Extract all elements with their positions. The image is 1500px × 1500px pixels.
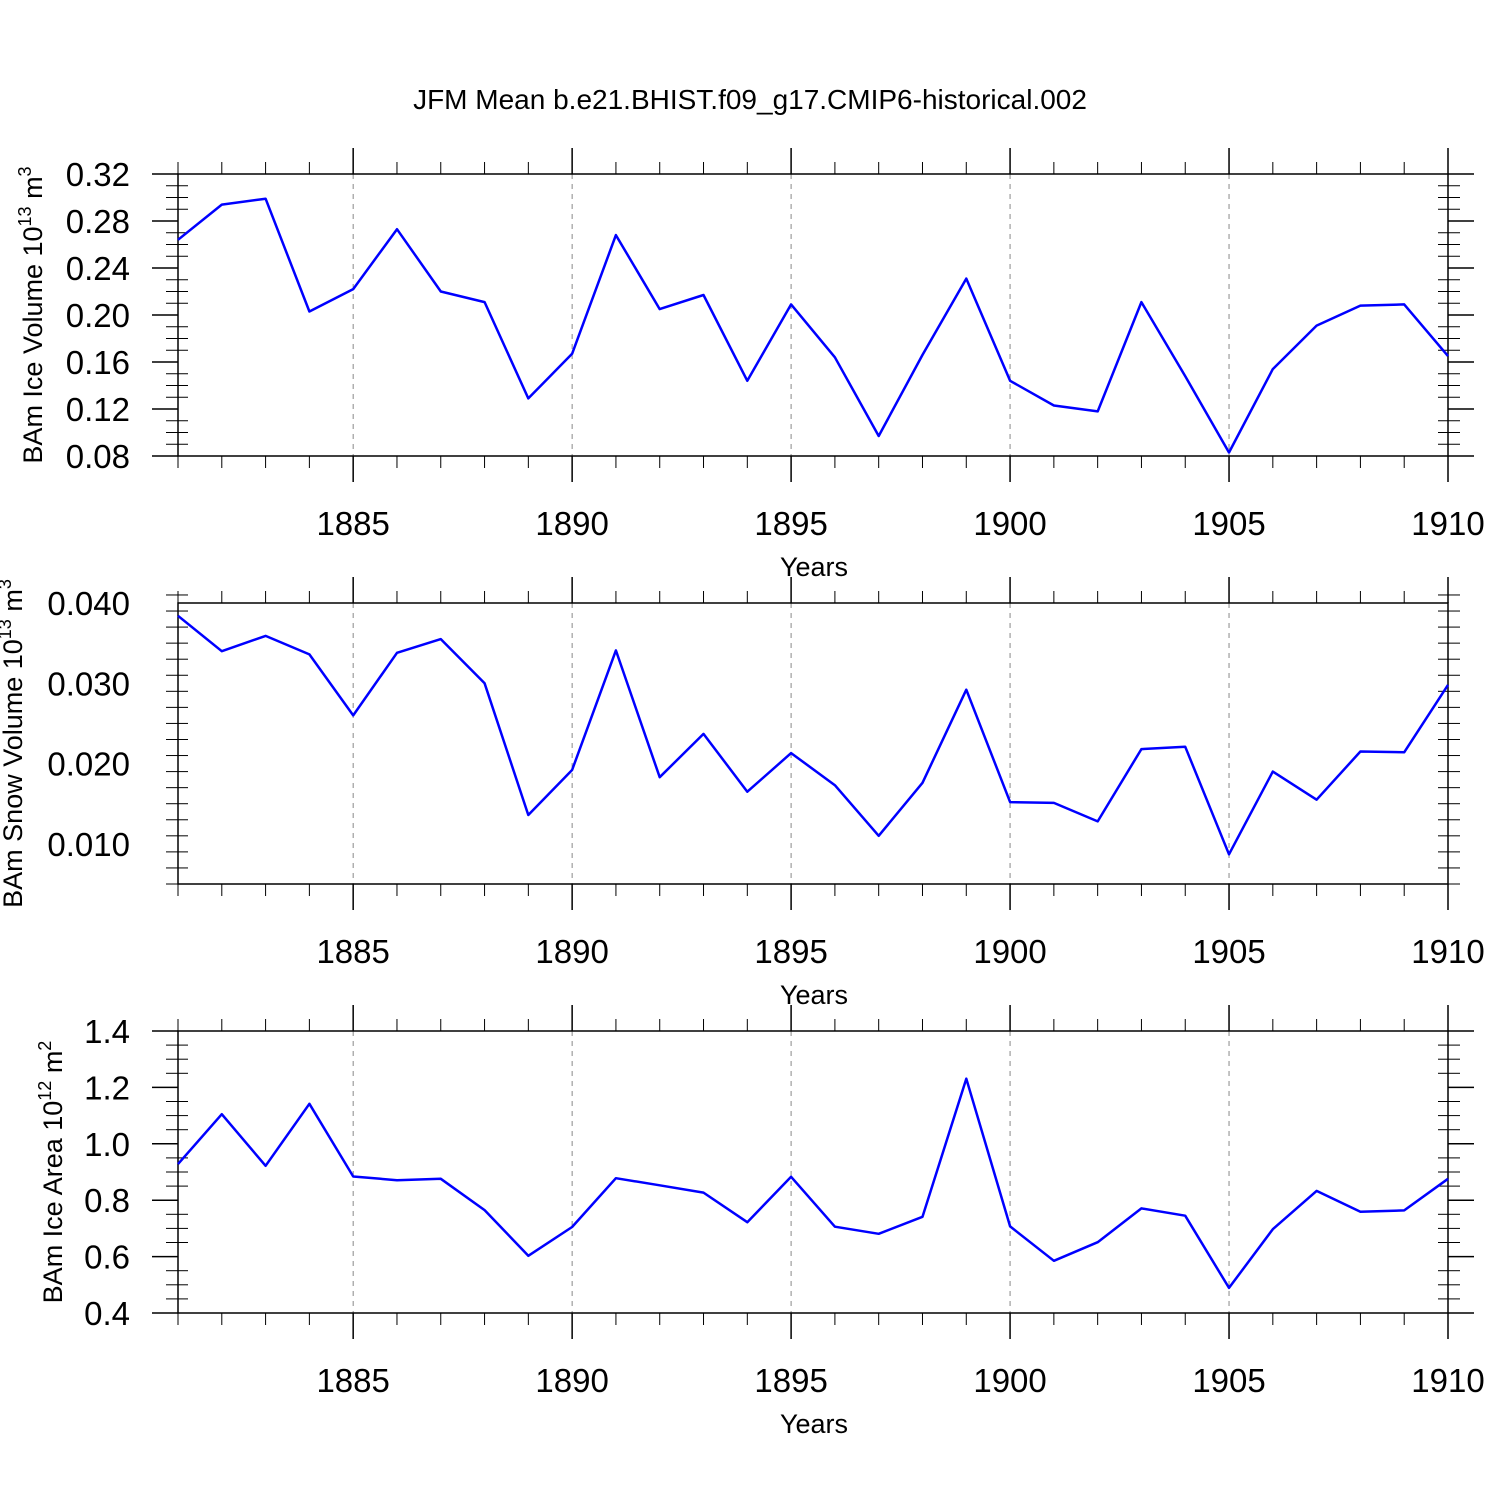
y-tick-label: 0.4 xyxy=(84,1295,130,1332)
x-tick-label: 1885 xyxy=(316,505,389,542)
y-axis-label-text: m xyxy=(0,589,28,619)
y-tick-label: 0.030 xyxy=(47,665,130,702)
x-tick-label: 1895 xyxy=(754,933,827,970)
x-tick-label: 1905 xyxy=(1192,1362,1265,1399)
y-tick-label: 1.0 xyxy=(84,1126,130,1163)
y-tick-label: 0.8 xyxy=(84,1182,130,1219)
y-tick-label: 0.32 xyxy=(66,156,130,193)
y-tick-label: 0.010 xyxy=(47,826,130,863)
y-tick-label: 0.20 xyxy=(66,297,130,334)
x-tick-label: 1900 xyxy=(973,505,1046,542)
y-axis-label-text: BAm Snow Volume 10 xyxy=(0,639,28,908)
y-axis-label-text: BAm Ice Area 10 xyxy=(38,1101,68,1304)
y-tick-label: 0.12 xyxy=(66,391,130,428)
y-tick-label: 0.28 xyxy=(66,203,130,240)
series-line xyxy=(177,1077,1449,1290)
y-tick-label: 0.16 xyxy=(66,344,130,381)
y-axis-label: BAm Ice Volume 1013 m3 xyxy=(15,166,48,463)
x-tick-label: 1910 xyxy=(1411,1362,1484,1399)
panel-2: 1885 1890 1895 1900 1905 1910 0.010 0.020 0.030 0… xyxy=(0,577,1485,1010)
plot-frame xyxy=(177,173,1449,457)
y-axis-label-superscript: 12 xyxy=(35,1081,55,1101)
y-axis-label-text: m xyxy=(38,1051,68,1081)
y-axis-label-superscript: 13 xyxy=(0,619,15,639)
x-tick-label: 1890 xyxy=(535,933,608,970)
x-tick-label: 1900 xyxy=(973,1362,1046,1399)
y-axis-label: BAm Ice Area 1012 m2 xyxy=(35,1041,68,1304)
y-tick-label: 1.4 xyxy=(84,1013,130,1050)
x-tick-label: 1900 xyxy=(973,933,1046,970)
x-tick-label: 1905 xyxy=(1192,505,1265,542)
x-tick-label: 1885 xyxy=(316,1362,389,1399)
x-axis-label: Years xyxy=(780,1409,848,1439)
x-tick-label: 1910 xyxy=(1411,505,1484,542)
x-tick-label: 1895 xyxy=(754,1362,827,1399)
x-tick-label: 1890 xyxy=(535,505,608,542)
y-tick-label: 0.6 xyxy=(84,1239,130,1276)
y-axis-label: BAm Snow Volume 1013 m3 xyxy=(0,579,28,908)
panel-3: 1885 1890 1895 1900 1905 1910 0.4 0.6 0.8 1.0 1.2 1… xyxy=(35,1005,1485,1439)
y-tick-label: 0.08 xyxy=(66,438,130,475)
x-tick-label: 1885 xyxy=(316,933,389,970)
y-tick-label: 0.040 xyxy=(47,585,130,622)
y-axis-label-text: BAm Ice Volume 10 xyxy=(18,226,48,463)
series-line xyxy=(177,614,1450,856)
y-axis-label-superscript: 3 xyxy=(0,579,15,589)
x-axis-label: Years xyxy=(780,552,848,582)
y-axis-label-text: m xyxy=(18,176,48,206)
series-line xyxy=(177,197,1449,454)
y-tick-label: 0.020 xyxy=(47,746,130,783)
plot-frame xyxy=(177,1030,1449,1314)
x-tick-label: 1905 xyxy=(1192,933,1265,970)
y-tick-label: 1.2 xyxy=(84,1069,130,1106)
y-axis-label-superscript: 2 xyxy=(35,1041,55,1051)
x-tick-label: 1910 xyxy=(1411,933,1484,970)
y-tick-label: 0.24 xyxy=(66,250,130,287)
chart-title: JFM Mean b.e21.BHIST.f09_g17.CMIP6-histo… xyxy=(413,84,1087,115)
x-tick-label: 1890 xyxy=(535,1362,608,1399)
y-axis-label-superscript: 3 xyxy=(15,166,35,176)
x-tick-label: 1895 xyxy=(754,505,827,542)
y-axis-label-superscript: 13 xyxy=(15,206,35,226)
panel-1: 1885 1890 1895 1900 1905 1910 0.08 0.12 0.16 0.20… xyxy=(15,148,1485,582)
x-axis-label: Years xyxy=(780,980,848,1010)
plot-frame xyxy=(177,602,1449,885)
